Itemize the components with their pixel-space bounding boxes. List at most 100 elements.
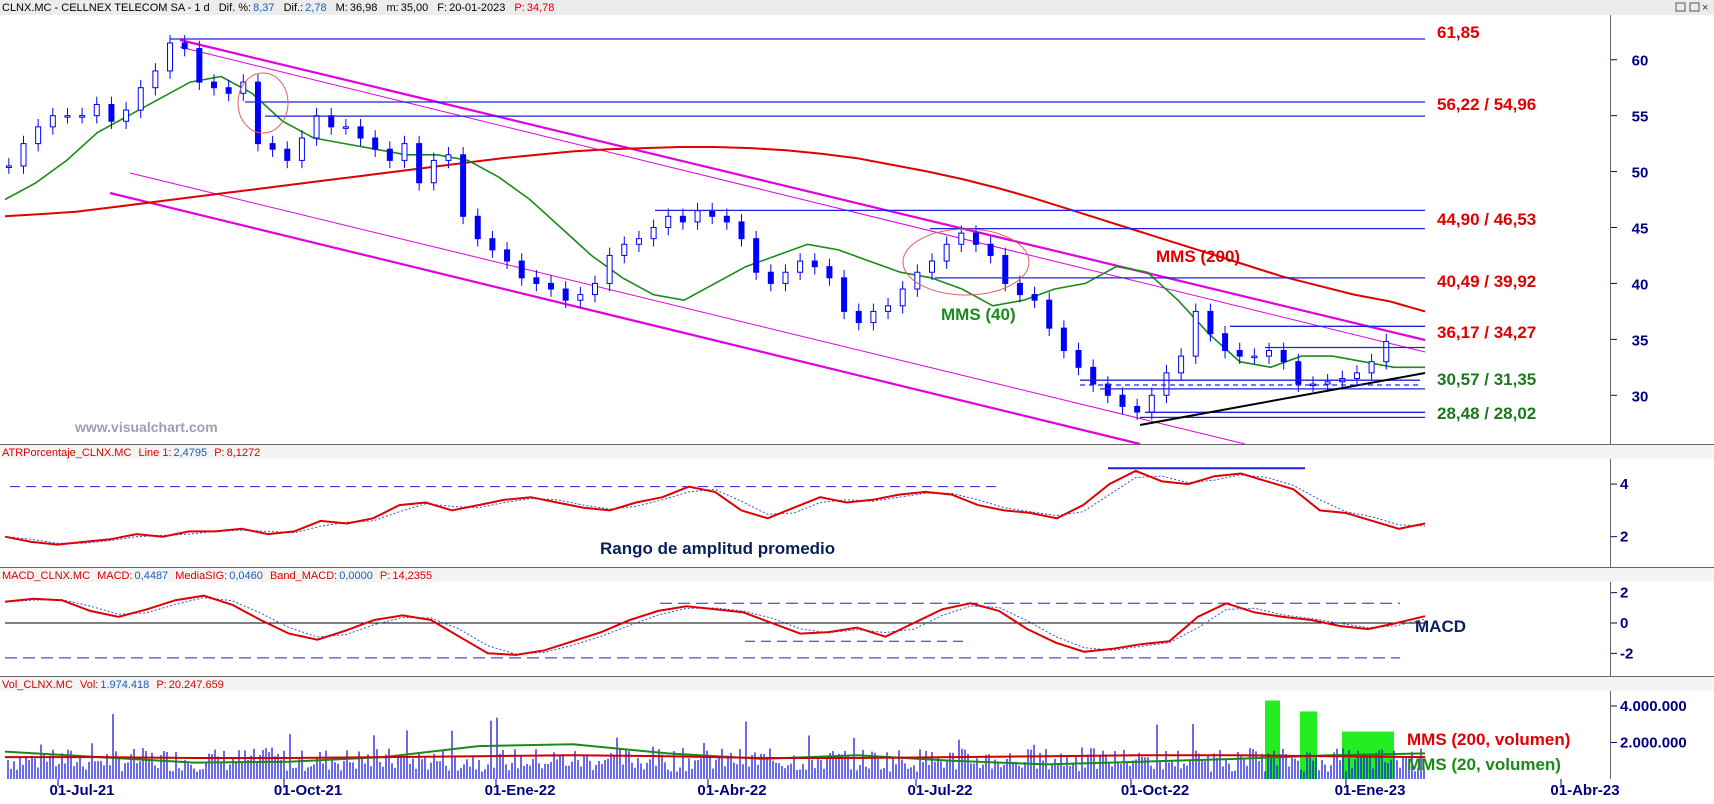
window-controls[interactable]: × [1675, 2, 1708, 14]
price-tick-label: 35 [1632, 332, 1649, 349]
macd-tick-label: -2 [1620, 645, 1633, 662]
candle [591, 282, 598, 296]
time-tick-label: 01-Ene-22 [485, 782, 556, 799]
price-tick-label: 60 [1632, 53, 1649, 70]
candle [240, 81, 247, 94]
channel-upper-line [179, 38, 1426, 342]
annotation-vol20: MMS (20, volumen) [1407, 755, 1561, 774]
candle [987, 243, 994, 256]
minimize-icon[interactable] [1675, 2, 1686, 12]
candle [650, 227, 657, 240]
candle [5, 165, 12, 168]
candle [445, 154, 452, 161]
candle [723, 215, 730, 223]
level-label: 61,85 [1437, 23, 1480, 42]
candle [665, 215, 672, 229]
candle [1383, 341, 1390, 363]
candle [1134, 405, 1141, 413]
channel-mid-line [129, 172, 1246, 445]
candle [782, 271, 789, 284]
maximize-icon[interactable] [1689, 2, 1700, 12]
vol-header: Vol_CLNX.MC Vol: 1.974.418 P: 20.247.659 [2, 679, 224, 691]
candle [1222, 333, 1229, 352]
price-tick-label: 30 [1632, 388, 1649, 405]
candle [767, 271, 774, 284]
vol-mms200-line [5, 754, 1426, 759]
candle [533, 277, 540, 284]
candle [342, 126, 349, 129]
candle [1002, 254, 1009, 284]
annotation-atr: Rango de amplitud promedio [600, 539, 835, 558]
chart-layer: 61,85 56,22 / 54,96 44,90 / 46,53 40,49 / 3… [4, 23, 1687, 799]
channel-lower-line [109, 191, 1141, 446]
candle [504, 249, 511, 262]
annotation-mms200: MMS (200) [1156, 247, 1240, 266]
candle [562, 288, 569, 301]
time-tick-label: 01-Oct-21 [274, 782, 342, 799]
candle [386, 148, 393, 161]
candle [20, 143, 27, 167]
candle [489, 238, 496, 251]
panel-separators [0, 15, 1714, 779]
candle [357, 126, 364, 139]
candle [548, 282, 555, 290]
candle [284, 148, 291, 161]
candle [416, 143, 423, 184]
level-label: 56,22 / 54,96 [1437, 95, 1536, 114]
candle [914, 271, 921, 290]
candle [870, 310, 877, 324]
macd-header: MACD_CLNX.MC MACD: 0,4487 MediaSIG: 0,0460… [2, 570, 432, 582]
level-label: 28,48 / 28,02 [1437, 404, 1536, 423]
candle [1148, 394, 1155, 413]
candle [958, 232, 965, 245]
annotation-vol200: MMS (200, volumen) [1407, 730, 1570, 749]
vol-tick-label: 2.000.000 [1620, 734, 1687, 751]
candle [885, 305, 892, 312]
candle [709, 210, 716, 217]
candle [1119, 394, 1126, 407]
level-label: 44,90 / 46,53 [1437, 210, 1536, 229]
time-tick-label: 01-Oct-22 [1121, 782, 1189, 799]
candle [254, 81, 261, 145]
volume-highlight [1300, 711, 1317, 779]
candle [1104, 383, 1111, 396]
candle [635, 238, 642, 245]
candle [313, 115, 320, 139]
candle [1207, 310, 1214, 335]
candle [1046, 299, 1053, 329]
channel-inner-line [179, 46, 1426, 353]
candle [152, 70, 159, 89]
atr-signal-line [4, 474, 1426, 544]
candle [137, 87, 144, 111]
annotation-macd: MACD [1415, 617, 1466, 636]
close-icon[interactable]: × [1702, 2, 1708, 14]
candles [5, 35, 1390, 420]
candle [93, 103, 100, 117]
candle [1236, 350, 1243, 357]
candle [64, 115, 71, 118]
macd-tick-label: 0 [1620, 615, 1628, 632]
macd-line [4, 594, 1426, 656]
price-tick-label: 50 [1632, 165, 1649, 182]
time-tick-label: 01-Abr-22 [697, 782, 766, 799]
candle [372, 137, 379, 150]
highlight-ellipse [237, 72, 289, 134]
candle [1090, 366, 1097, 385]
time-tick-label: 01-Jul-22 [907, 782, 972, 799]
candle [1031, 294, 1038, 301]
level-label: 36,17 / 34,27 [1437, 323, 1536, 342]
candle [181, 42, 188, 50]
candle [1266, 350, 1273, 357]
candle [328, 115, 335, 128]
time-tick-label: 01-Abr-23 [1550, 782, 1619, 799]
candle [679, 215, 686, 223]
candle [1251, 355, 1258, 359]
macd-tick-label: 2 [1620, 585, 1628, 602]
candle [797, 260, 804, 273]
price-tick-label: 40 [1632, 276, 1649, 293]
macd-signal-line [4, 597, 1426, 655]
candle [460, 154, 467, 217]
candle [401, 143, 408, 161]
candle [1280, 350, 1287, 363]
